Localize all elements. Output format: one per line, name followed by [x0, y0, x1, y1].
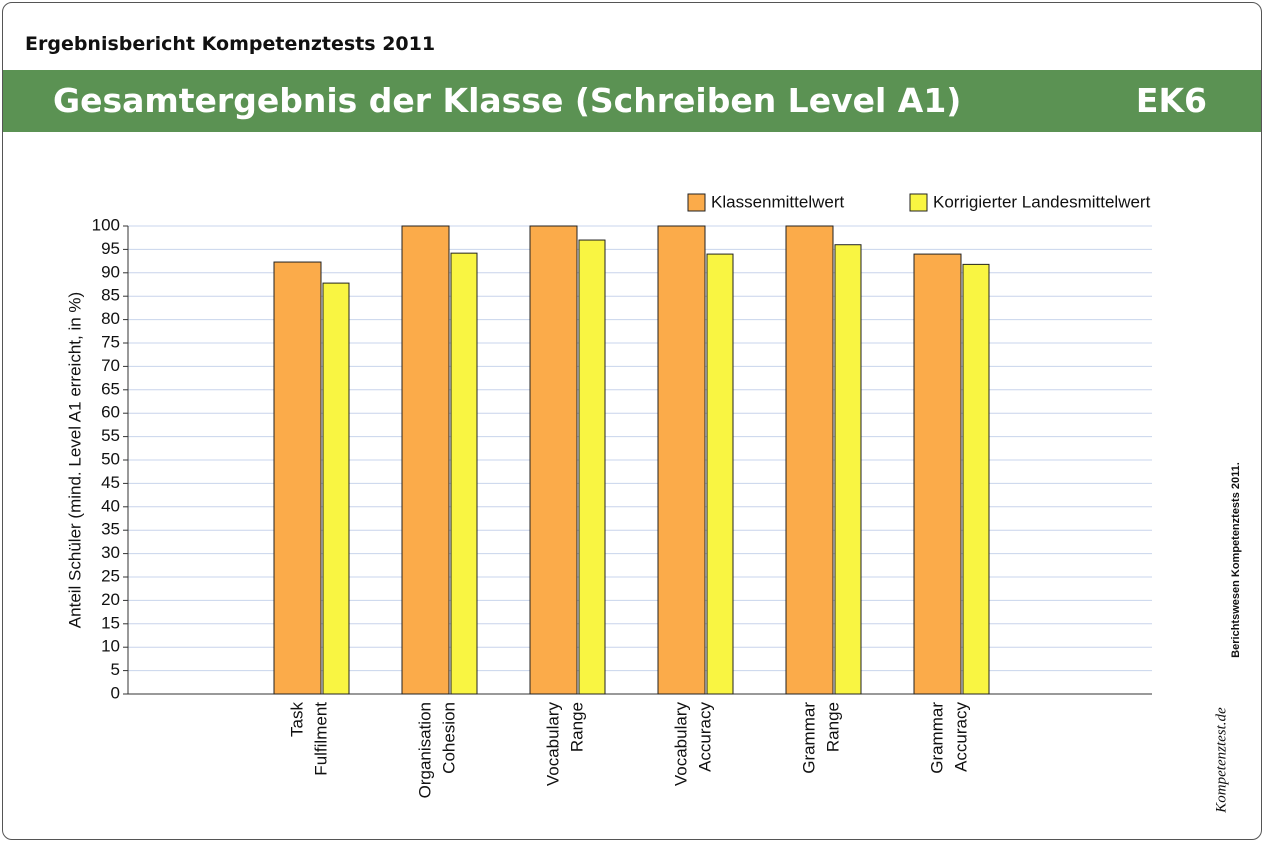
bar [401, 225, 450, 695]
y-tick-label: 80 [101, 309, 120, 328]
bar [529, 225, 578, 695]
y-tick-label: 95 [101, 239, 120, 258]
y-tick-label: 45 [101, 473, 120, 492]
bar [706, 253, 734, 695]
x-tick-label: Task [287, 702, 306, 737]
y-tick-label: 30 [101, 543, 120, 562]
y-tick-label: 100 [92, 215, 120, 234]
x-tick-label: Range [567, 702, 586, 752]
header-title: Ergebnisbericht Kompetenztests 2011 [25, 33, 436, 55]
y-tick-label: 25 [101, 566, 120, 585]
y-tick-label: 70 [101, 356, 120, 375]
banner-code: EK6 [1135, 81, 1207, 120]
y-tick-label: 15 [101, 613, 120, 632]
y-tick-label: 40 [101, 496, 120, 515]
x-tick-label: Accuracy [695, 702, 714, 772]
x-tick-label: Accuracy [951, 702, 970, 772]
y-tick-label: 90 [101, 262, 120, 281]
legend-label: Klassenmittelwert [711, 192, 844, 211]
banner-title: Gesamtergebnis der Klasse (Schreiben Lev… [53, 81, 962, 120]
x-tick-label: Cohesion [439, 702, 458, 774]
y-tick-label: 50 [101, 449, 120, 468]
y-tick-label: 65 [101, 379, 120, 398]
bar [578, 239, 606, 695]
legend-label: Korrigierter Landesmittelwert [933, 192, 1151, 211]
x-tick-label: Vocabulary [543, 702, 562, 787]
bar [913, 253, 962, 695]
legend-swatch [909, 193, 928, 212]
y-tick-label: 0 [111, 683, 120, 702]
y-tick-label: 75 [101, 332, 120, 351]
bar [962, 263, 990, 695]
y-axis-label: Anteil Schüler (mind. Level A1 erreicht,… [65, 292, 84, 628]
footer-note: Berichtswesen Kompetenztests 2011. [1230, 462, 1242, 658]
y-tick-label: 85 [101, 286, 120, 305]
y-tick-label: 10 [101, 637, 120, 656]
bar [322, 282, 350, 695]
logo: Kompetenztest.de [1213, 707, 1229, 814]
x-tick-label: Range [823, 702, 842, 752]
bar [834, 244, 862, 695]
y-tick-label: 20 [101, 590, 120, 609]
y-tick-label: 55 [101, 426, 120, 445]
x-tick-label: Vocabulary [671, 702, 690, 787]
x-tick-label: Fulfilment [311, 702, 330, 776]
y-tick-label: 35 [101, 520, 120, 539]
x-tick-label: Grammar [927, 702, 946, 774]
legend-swatch [687, 193, 706, 212]
y-tick-label: 5 [111, 660, 120, 679]
bar [450, 252, 478, 695]
bar [273, 261, 322, 695]
bar [657, 225, 706, 695]
banner: Gesamtergebnis der Klasse (Schreiben Lev… [3, 70, 1261, 132]
bar [785, 225, 834, 695]
y-tick-label: 60 [101, 403, 120, 422]
x-tick-label: Organisation [415, 702, 434, 798]
x-tick-label: Grammar [799, 702, 818, 774]
